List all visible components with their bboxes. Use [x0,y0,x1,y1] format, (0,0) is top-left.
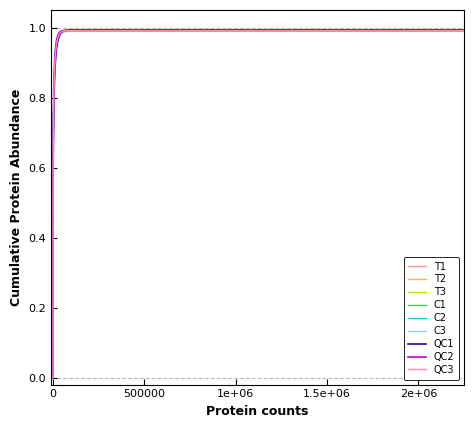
C1 [461,28,467,33]
T3 [123,29,128,34]
C1 [101,28,107,33]
T1 [54,39,60,44]
T1 [86,28,91,33]
C1 [51,121,56,126]
T2 [50,375,56,380]
C2 [461,28,467,33]
QC1 [50,375,56,380]
QC1 [51,130,56,135]
QC1 [54,42,60,47]
C1 [64,29,70,34]
QC3 [54,39,60,44]
Y-axis label: Cumulative Protein Abundance: Cumulative Protein Abundance [10,89,23,306]
QC3 [101,28,107,33]
C3 [286,28,292,33]
QC2 [101,28,107,33]
C2 [126,28,131,33]
QC3 [129,28,135,33]
C3 [138,28,144,33]
T1 [286,28,292,33]
Line: C1: C1 [53,31,464,377]
QC2 [51,109,56,114]
T3 [54,38,60,43]
C3 [86,28,91,33]
T3 [64,29,70,34]
Line: T1: T1 [53,31,464,377]
Line: QC1: QC1 [53,30,464,377]
T2 [136,28,141,33]
T2 [86,28,91,33]
C2 [50,375,56,380]
T2 [286,28,292,33]
C1 [86,28,91,33]
QC1 [286,27,292,33]
T1 [64,29,70,34]
QC1 [101,27,107,33]
T1 [101,28,107,33]
C3 [54,42,60,47]
QC3 [286,28,292,33]
QC1 [461,27,467,33]
T3 [86,29,91,34]
Line: T3: T3 [53,31,464,377]
T3 [101,29,107,34]
C1 [54,40,60,45]
T3 [461,29,467,34]
Line: QC2: QC2 [53,30,464,377]
QC2 [461,28,467,33]
Line: T2: T2 [53,31,464,377]
QC1 [64,28,70,33]
QC2 [54,35,60,40]
Line: C2: C2 [53,31,464,377]
C2 [51,118,56,123]
T1 [461,28,467,33]
Line: QC3: QC3 [53,31,464,377]
T2 [51,122,56,128]
Legend: T1, T2, T3, C1, C2, C3, QC1, QC2, QC3: T1, T2, T3, C1, C2, C3, QC1, QC2, QC3 [403,257,459,380]
C1 [132,28,138,33]
QC2 [64,28,70,33]
QC3 [64,28,70,33]
T1 [50,375,56,380]
QC3 [86,28,91,33]
T1 [51,119,56,125]
QC3 [51,119,56,125]
C3 [461,28,467,33]
T2 [101,28,107,33]
T3 [286,29,292,34]
C3 [50,375,56,380]
X-axis label: Protein counts: Protein counts [206,405,309,418]
C2 [286,28,292,33]
C2 [101,28,107,33]
C1 [286,28,292,33]
T1 [129,28,135,33]
QC1 [86,27,91,33]
T3 [50,375,56,380]
C2 [86,28,91,33]
QC2 [119,28,125,33]
T2 [64,28,70,33]
T3 [51,116,56,121]
C3 [64,29,70,34]
Line: C3: C3 [53,31,464,377]
QC3 [461,28,467,33]
QC3 [50,375,56,380]
C1 [50,375,56,380]
T2 [54,40,60,45]
QC2 [286,28,292,33]
T2 [461,28,467,33]
C2 [64,28,70,33]
C3 [51,125,56,130]
C3 [101,28,107,33]
QC2 [50,375,56,380]
C2 [54,38,60,43]
QC1 [142,27,148,33]
QC2 [86,28,91,33]
